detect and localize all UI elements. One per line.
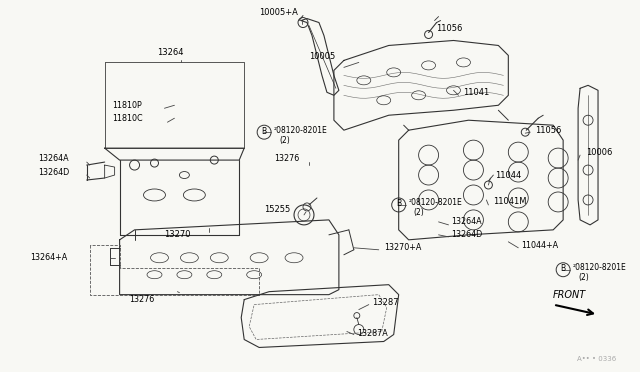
Text: 15255: 15255 (264, 205, 291, 214)
Text: ²08120-8201E: ²08120-8201E (274, 126, 328, 135)
Text: 13270+A: 13270+A (384, 243, 421, 252)
Text: 13264A: 13264A (451, 217, 482, 227)
Text: 11056: 11056 (535, 126, 562, 135)
Text: B: B (561, 264, 566, 273)
Text: (2): (2) (578, 273, 589, 282)
Text: ²08120-8201E: ²08120-8201E (409, 198, 463, 208)
Text: B: B (396, 199, 401, 208)
Text: 13264A: 13264A (38, 154, 68, 163)
Text: 10005+A: 10005+A (259, 8, 298, 17)
Text: 13287A: 13287A (357, 329, 388, 338)
Text: 11810C: 11810C (113, 114, 143, 123)
Text: 13287: 13287 (372, 298, 399, 307)
Text: (2): (2) (413, 208, 424, 217)
Text: 11056: 11056 (436, 24, 463, 33)
Text: 13264: 13264 (157, 48, 184, 57)
Text: 11044: 11044 (495, 170, 522, 180)
Text: (2): (2) (279, 136, 290, 145)
Text: 11041M: 11041M (493, 198, 527, 206)
Text: ²08120-8201E: ²08120-8201E (573, 263, 627, 272)
Text: A•• • 0336: A•• • 0336 (577, 356, 616, 362)
Text: 13264+A: 13264+A (30, 253, 67, 262)
Text: 13264D: 13264D (38, 167, 69, 177)
Text: FRONT: FRONT (553, 290, 586, 299)
Text: 11810P: 11810P (113, 101, 142, 110)
Text: 10006: 10006 (586, 148, 612, 157)
Text: 13264D: 13264D (451, 230, 483, 239)
Text: B: B (262, 127, 267, 136)
Text: 13276: 13276 (129, 295, 155, 304)
Text: 10005: 10005 (309, 52, 335, 61)
Text: 13276: 13276 (274, 154, 300, 163)
Text: 11044+A: 11044+A (522, 241, 559, 250)
Text: 11041: 11041 (463, 88, 490, 97)
Text: 13270: 13270 (164, 230, 191, 239)
